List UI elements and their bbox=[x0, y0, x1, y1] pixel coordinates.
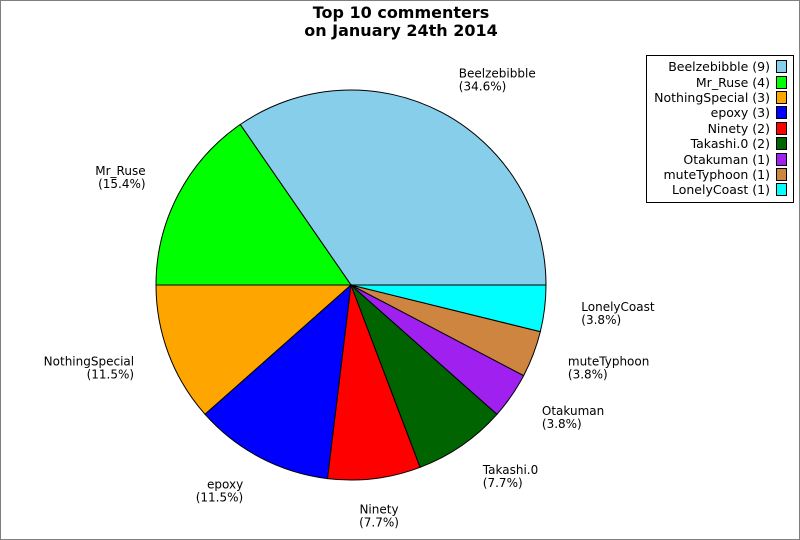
pie-slice-LonelyCoast bbox=[350, 284, 547, 333]
pie-slice-Ninety bbox=[326, 284, 421, 481]
legend-label: epoxy (3) bbox=[710, 105, 770, 121]
legend-label: Takashi.0 (2) bbox=[690, 136, 770, 152]
pie-slice-NothingSpecial bbox=[155, 284, 353, 416]
legend-label: muteTyphoon (1) bbox=[663, 166, 770, 182]
legend-label: Otakuman (1) bbox=[683, 151, 770, 167]
legend-swatch bbox=[776, 137, 787, 151]
legend-item-Beelzebibble: Beelzebibble (9) bbox=[647, 59, 793, 74]
legend-swatch bbox=[776, 106, 787, 120]
slice-label-NothingSpecial: NothingSpecial (11.5%) bbox=[44, 354, 134, 381]
legend-item-epoxy: epoxy (3) bbox=[647, 105, 793, 120]
legend-label: Ninety (2) bbox=[707, 120, 770, 136]
slice-label-LonelyCoast: LonelyCoast (3.8%) bbox=[581, 300, 655, 327]
slice-label-name: NothingSpecial bbox=[44, 354, 134, 368]
pie-slice-Takashi.0 bbox=[350, 284, 498, 468]
legend-item-Takashi.0: Takashi.0 (2) bbox=[647, 136, 793, 151]
slice-label-muteTyphoon: muteTyphoon (3.8%) bbox=[568, 354, 649, 381]
slice-label-Takashi.0: Takashi.0 (7.7%) bbox=[482, 463, 538, 490]
slice-label-Mr_Ruse: Mr_Ruse (15.4%) bbox=[95, 164, 145, 191]
legend-item-Ninety: Ninety (2) bbox=[647, 121, 793, 136]
slice-label-name: Takashi.0 bbox=[482, 463, 538, 477]
legend-label: LonelyCoast (1) bbox=[671, 182, 770, 198]
legend-swatch bbox=[776, 152, 787, 166]
legend-item-LonelyCoast: LonelyCoast (1) bbox=[647, 182, 793, 197]
slice-label-percent: (3.8%) bbox=[568, 367, 608, 381]
chart-title-line-1: Top 10 commenters bbox=[312, 3, 490, 22]
slice-label-Otakuman: Otakuman (3.8%) bbox=[542, 404, 604, 431]
pie-slice-Beelzebibble bbox=[239, 89, 547, 286]
legend-item-muteTyphoon: muteTyphoon (1) bbox=[647, 167, 793, 182]
slice-label-name: Ninety bbox=[359, 502, 398, 516]
slice-label-name: epoxy bbox=[207, 477, 243, 491]
slice-label-percent: (34.6%) bbox=[459, 80, 506, 94]
legend-label: Mr_Ruse (4) bbox=[695, 74, 770, 90]
pie-slice-Mr_Ruse bbox=[155, 123, 352, 286]
slice-label-epoxy: epoxy (11.5%) bbox=[196, 477, 243, 504]
chart-title: Top 10 commenters on January 24th 2014 bbox=[1, 3, 799, 40]
slice-label-percent: (7.7%) bbox=[359, 515, 399, 529]
legend-swatch bbox=[776, 90, 787, 104]
slice-label-name: Otakuman bbox=[542, 404, 604, 418]
slice-label-percent: (11.5%) bbox=[87, 367, 134, 381]
slice-label-name: Beelzebibble bbox=[459, 67, 536, 81]
legend-swatch bbox=[776, 60, 787, 74]
legend-item-NothingSpecial: NothingSpecial (3) bbox=[647, 90, 793, 105]
slice-label-percent: (3.8%) bbox=[542, 417, 582, 431]
slice-label-percent: (11.5%) bbox=[196, 490, 243, 504]
legend-swatch bbox=[776, 121, 787, 135]
legend-label: NothingSpecial (3) bbox=[654, 89, 770, 105]
slice-label-name: muteTyphoon bbox=[568, 354, 649, 368]
pie-slice-epoxy bbox=[204, 283, 352, 480]
slice-label-Ninety: Ninety (7.7%) bbox=[359, 502, 399, 529]
slice-label-percent: (3.8%) bbox=[581, 313, 621, 327]
slice-label-Beelzebibble: Beelzebibble (34.6%) bbox=[459, 67, 536, 94]
legend-item-Mr_Ruse: Mr_Ruse (4) bbox=[647, 74, 793, 90]
slice-label-name: LonelyCoast bbox=[581, 300, 655, 314]
slice-label-name: Mr_Ruse bbox=[95, 164, 145, 178]
legend-item-Otakuman: Otakuman (1) bbox=[647, 151, 793, 167]
chart-title-line-2: on January 24th 2014 bbox=[304, 21, 498, 40]
legend-swatch bbox=[776, 183, 787, 197]
chart-legend: Beelzebibble (9) Mr_Ruse (4) NothingSpecia… bbox=[646, 55, 794, 203]
slice-label-percent: (15.4%) bbox=[98, 177, 145, 191]
legend-swatch bbox=[776, 167, 787, 181]
legend-swatch bbox=[776, 75, 787, 89]
legend-label: Beelzebibble (9) bbox=[668, 59, 770, 75]
slice-label-percent: (7.7%) bbox=[483, 476, 523, 490]
